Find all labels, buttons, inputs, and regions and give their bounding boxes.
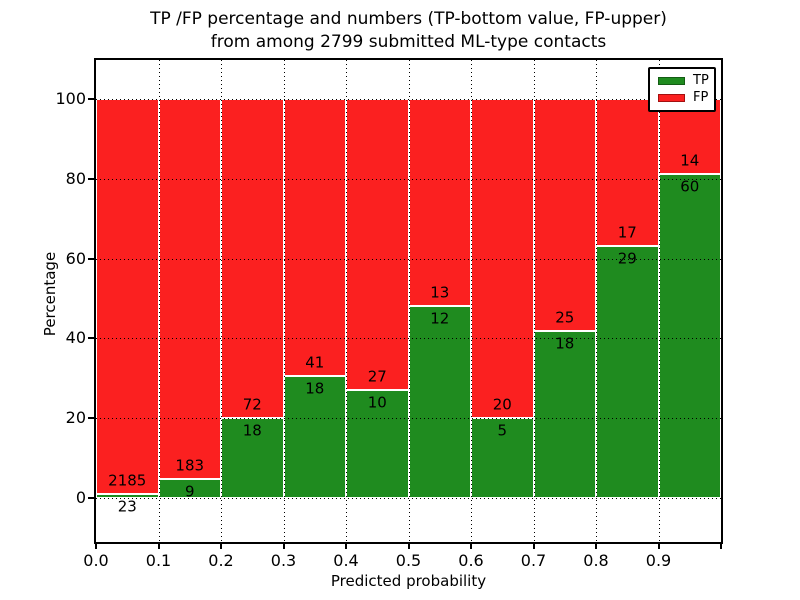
fp-count-label: 17 (617, 223, 637, 242)
x-tick-mark (95, 542, 97, 549)
v-gridline (283, 60, 285, 542)
x-tick-mark (470, 542, 472, 549)
x-tick-label: 0.7 (520, 551, 547, 570)
v-gridline (533, 60, 535, 542)
v-gridline (346, 60, 347, 542)
bar-segment-fp (596, 99, 659, 247)
legend-label-tp: TP (693, 72, 709, 88)
x-tick-mark (157, 542, 160, 549)
x-tick-label: 0.6 (458, 551, 484, 570)
legend-entry-fp: FP (658, 91, 714, 105)
x-tick-mark (282, 542, 285, 549)
x-tick-mark (407, 542, 410, 549)
fp-count-label: 25 (555, 308, 575, 327)
y-tick-mark (88, 257, 95, 260)
y-tick-mark (88, 497, 95, 499)
x-tick-mark (720, 542, 722, 549)
x-tick-mark (532, 542, 535, 549)
v-gridline (221, 60, 222, 542)
x-tick-label: 0.2 (208, 551, 234, 570)
tp-count-label: 18 (555, 334, 575, 353)
x-tick-mark (657, 542, 660, 549)
y-tick-label: 0 (75, 488, 86, 507)
tp-count-label: 10 (367, 393, 387, 412)
x-tick-label: 0.5 (395, 551, 422, 570)
bar-segment-fp (158, 99, 221, 480)
fp-count-label: 14 (680, 151, 700, 170)
tp-count-label: 60 (680, 177, 700, 196)
chart-title-line1: TP /FP percentage and numbers (TP-bottom… (150, 9, 667, 29)
tp-count-label: 29 (617, 249, 637, 268)
chart-title-line2: from among 2799 submitted ML-type contac… (210, 32, 607, 52)
tp-count-label: 12 (430, 309, 450, 328)
x-axis-label: Predicted probability (330, 572, 487, 590)
x-tick-mark (220, 542, 222, 549)
fp-count-label: 2185 (108, 471, 147, 490)
plot-area: 2185 23 183 9 72 18 41 18 27 10 13 12 20 5 25 18 17 29 14 6… (94, 58, 723, 544)
grid-layer (96, 60, 721, 542)
fp-count-label: 41 (305, 353, 325, 372)
fp-count-label: 72 (242, 395, 262, 414)
y-tick-mark (88, 417, 95, 420)
bar-segment-tp (408, 306, 471, 498)
bars-layer (96, 60, 721, 542)
y-tick-label: 80 (65, 168, 86, 188)
x-tick-label: 0.0 (83, 551, 109, 570)
x-tick-label: 0.3 (270, 551, 297, 570)
y-tick-mark (88, 177, 95, 180)
v-gridline (658, 60, 660, 542)
bar-segment-fp (533, 99, 596, 331)
chart-title: TP /FP percentage and numbers (TP-bottom… (96, 8, 721, 54)
x-tick-label: 0.4 (333, 551, 359, 570)
legend: TP FP (648, 67, 716, 112)
bar-segment-tp (96, 493, 159, 498)
v-gridline (408, 60, 410, 542)
x-tick-mark (595, 542, 597, 549)
y-tick-label: 20 (65, 408, 86, 428)
x-tick-label: 0.9 (645, 551, 672, 570)
legend-entry-tp: TP (658, 72, 714, 88)
x-tick-label: 0.1 (145, 551, 172, 570)
y-tick-label: 40 (65, 328, 86, 348)
v-gridline (158, 60, 160, 542)
v-gridline (471, 60, 472, 542)
tp-swatch-icon (658, 76, 685, 85)
y-tick-mark (88, 98, 95, 100)
bar-labels-layer: 2185 23 183 9 72 18 41 18 27 10 13 12 20 5 25 18 17 29 14 6… (96, 60, 721, 542)
tp-count-label: 18 (242, 421, 262, 440)
tp-count-label: 18 (305, 379, 325, 398)
bar-segment-tp (658, 174, 721, 498)
bar-segment-tp (596, 246, 659, 498)
x-tick-mark (345, 542, 347, 549)
y-tick-label: 60 (65, 248, 86, 268)
tp-count-label: 23 (117, 497, 137, 516)
fp-count-label: 13 (430, 283, 450, 302)
fp-count-label: 27 (367, 367, 387, 386)
legend-label-fp: FP (693, 90, 709, 106)
fp-swatch-icon (658, 94, 685, 103)
tp-count-label: 9 (184, 482, 195, 501)
tp-count-label: 5 (497, 421, 508, 440)
y-tick-mark (88, 337, 95, 340)
fp-count-label: 183 (175, 456, 205, 475)
bar-segment-fp (346, 99, 409, 391)
fp-count-label: 20 (492, 395, 512, 414)
y-tick-label: 100 (55, 89, 86, 108)
v-gridline (596, 60, 597, 542)
bar-segment-fp (96, 99, 159, 494)
bar-segment-tp (533, 330, 596, 498)
x-tick-label: 0.8 (583, 551, 609, 570)
